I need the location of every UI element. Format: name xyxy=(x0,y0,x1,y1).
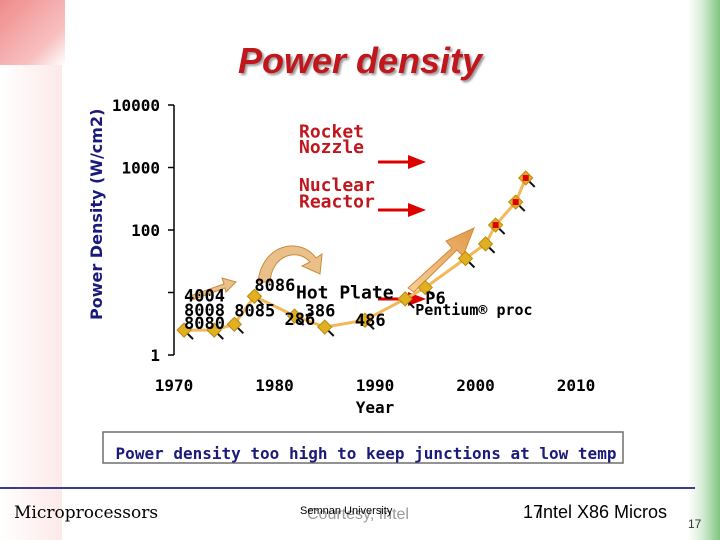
note-box xyxy=(102,431,624,464)
slide-title: Power density xyxy=(237,40,483,81)
annotation-label: Nozzle xyxy=(299,137,364,158)
x-tick-label: 2000 xyxy=(456,376,495,395)
marker-shadow xyxy=(407,301,415,309)
rocket-nozzle-arrow-icon xyxy=(408,155,426,169)
processor-label: Pentium® proc xyxy=(415,301,532,319)
y-tick-label: 10000 xyxy=(112,96,160,115)
right-decor-stripe xyxy=(688,0,720,540)
marker-shadow xyxy=(517,204,526,212)
data-point xyxy=(226,316,243,332)
data-point xyxy=(286,308,303,324)
data-point xyxy=(397,291,413,307)
processor-label: 4004 xyxy=(184,286,225,306)
marker-shadow xyxy=(256,298,265,306)
x-axis-label: Year xyxy=(356,398,395,417)
data-point xyxy=(477,236,494,252)
marker-shadow xyxy=(427,289,435,298)
page-number-badge: 17 xyxy=(688,517,702,531)
marker-shadow xyxy=(236,326,245,334)
marker-shadow xyxy=(528,180,536,188)
processor-label: 8085 xyxy=(234,302,275,322)
small-arrow-icon xyxy=(189,277,237,301)
marker-shadow xyxy=(186,332,194,340)
marker-shadow xyxy=(216,332,224,340)
data-point xyxy=(206,322,222,338)
corner-decor xyxy=(0,0,65,65)
marker-shadow xyxy=(327,329,335,337)
annotation-label: Nuclear xyxy=(299,175,375,196)
data-point xyxy=(357,312,373,328)
footer-slide-number: 17 xyxy=(523,502,544,522)
annotation-label: Hot Plate xyxy=(296,283,394,304)
footer-section-title: Intel X86 Micros xyxy=(538,502,668,522)
processor-label: 386 xyxy=(305,302,336,322)
processor-label: 8008 xyxy=(184,301,225,321)
footer-course-title: Microprocessors xyxy=(14,503,159,523)
annotation-label: Reactor xyxy=(299,191,375,212)
annotation-label: Rocket xyxy=(299,122,364,143)
footer-university: Semnan University xyxy=(300,505,393,517)
data-point xyxy=(176,322,192,338)
marker-shadow xyxy=(487,246,496,254)
curved-arrow-icon xyxy=(257,245,323,283)
data-point xyxy=(246,288,263,304)
x-tick-label: 1990 xyxy=(356,376,395,395)
note-text: Power density too high to keep junctions… xyxy=(116,444,617,463)
left-decor-stripe xyxy=(0,0,62,540)
marker-shadow xyxy=(296,318,305,326)
x-tick-label: 2010 xyxy=(557,376,596,395)
data-point-core xyxy=(512,199,519,206)
marker-shadow xyxy=(467,260,476,269)
x-tick-label: 1970 xyxy=(155,376,194,395)
processor-label: P6 xyxy=(425,289,445,309)
footer-courtesy: Courtesy, Intel xyxy=(307,506,409,523)
data-point-core xyxy=(522,174,529,181)
x-tick-label: 1980 xyxy=(255,376,294,395)
data-point xyxy=(457,250,474,267)
data-point xyxy=(317,319,333,335)
marker-shadow xyxy=(497,227,506,235)
processor-label: 8086 xyxy=(254,276,295,296)
y-tick-label: 100 xyxy=(131,221,160,240)
nuclear-reactor-arrow-icon xyxy=(408,203,426,217)
processor-label: 286 xyxy=(285,310,316,330)
marker-shadow xyxy=(367,322,375,330)
processor-label: 486 xyxy=(355,311,386,331)
data-point xyxy=(417,279,433,296)
data-point-core xyxy=(492,222,499,229)
processor-label: 8080 xyxy=(184,314,225,334)
y-tick-label: 1 xyxy=(150,346,160,365)
y-tick-label: 1000 xyxy=(121,159,160,178)
footer-divider xyxy=(0,487,695,489)
